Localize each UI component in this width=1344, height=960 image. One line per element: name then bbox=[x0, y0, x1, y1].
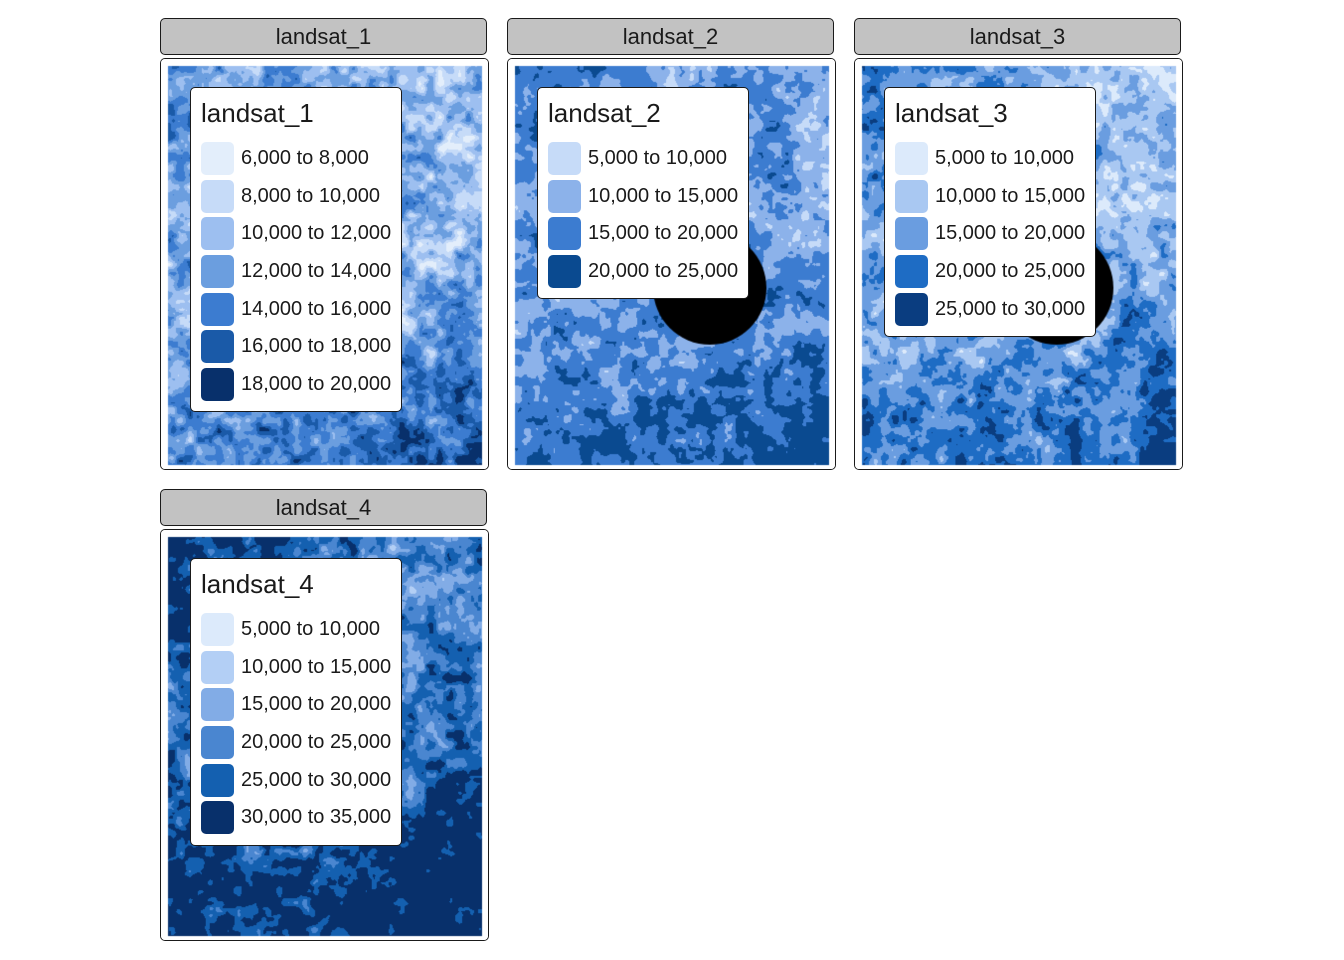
legend-swatch bbox=[201, 142, 234, 176]
legend-swatch bbox=[201, 613, 234, 647]
facet-strip-title: landsat_3 bbox=[854, 18, 1181, 55]
legend-label: 5,000 to 10,000 bbox=[935, 147, 1075, 170]
map-legend: landsat_2 5,000 to 10,000 10,000 to 15,00… bbox=[537, 87, 750, 300]
legend-label: 15,000 to 20,000 bbox=[588, 222, 739, 245]
legend-swatch bbox=[548, 255, 581, 289]
legend-item: 10,000 to 12,000 bbox=[201, 215, 391, 253]
legend-label: 15,000 to 20,000 bbox=[241, 693, 392, 716]
legend-title: landsat_4 bbox=[201, 569, 314, 599]
legend-item: 18,000 to 20,000 bbox=[201, 366, 391, 404]
legend-swatch bbox=[895, 142, 928, 176]
legend-label: 5,000 to 10,000 bbox=[588, 147, 728, 170]
facet-panel-landsat-4: landsat_4 landsat_4 5,000 to 10,000 10,00… bbox=[160, 489, 489, 942]
map-frame: landsat_3 5,000 to 10,000 10,000 to 15,00… bbox=[854, 58, 1183, 470]
legend-label: 8,000 to 10,000 bbox=[241, 184, 381, 207]
legend-item: 15,000 to 20,000 bbox=[895, 215, 1085, 253]
legend-swatch bbox=[895, 292, 928, 326]
legend-item: 14,000 to 16,000 bbox=[201, 290, 391, 328]
legend-item: 6,000 to 8,000 bbox=[201, 140, 391, 178]
legend-item: 10,000 to 15,000 bbox=[895, 178, 1085, 216]
legend-label: 20,000 to 25,000 bbox=[588, 260, 739, 283]
legend-items: 5,000 to 10,000 10,000 to 15,000 15,000 to… bbox=[201, 611, 391, 837]
legend-label: 6,000 to 8,000 bbox=[241, 147, 369, 170]
legend-item: 20,000 to 25,000 bbox=[548, 253, 738, 291]
map-frame: landsat_1 6,000 to 8,000 8,000 to 10,000 1… bbox=[160, 58, 489, 470]
legend-item: 30,000 to 35,000 bbox=[201, 799, 391, 837]
legend-label: 30,000 to 35,000 bbox=[241, 806, 392, 829]
legend-label: 10,000 to 15,000 bbox=[241, 655, 392, 678]
legend-item: 5,000 to 10,000 bbox=[548, 140, 738, 178]
legend-item: 12,000 to 14,000 bbox=[201, 253, 391, 291]
map-legend: landsat_4 5,000 to 10,000 10,000 to 15,00… bbox=[190, 558, 403, 846]
legend-title: landsat_3 bbox=[895, 98, 1008, 128]
legend-swatch bbox=[201, 217, 234, 251]
legend-swatch bbox=[201, 367, 234, 401]
map-frame: landsat_2 5,000 to 10,000 10,000 to 15,00… bbox=[507, 58, 836, 470]
legend-label: 20,000 to 25,000 bbox=[935, 260, 1086, 283]
legend-items: 5,000 to 10,000 10,000 to 15,000 15,000 to… bbox=[548, 140, 738, 290]
legend-label: 10,000 to 15,000 bbox=[588, 184, 739, 207]
facet-strip-title: landsat_2 bbox=[507, 18, 834, 55]
legend-item: 20,000 to 25,000 bbox=[201, 724, 391, 762]
facet-strip-title: landsat_1 bbox=[160, 18, 487, 55]
map-frame: landsat_4 5,000 to 10,000 10,000 to 15,00… bbox=[160, 529, 489, 941]
legend-swatch bbox=[895, 179, 928, 213]
legend-label: 25,000 to 30,000 bbox=[935, 297, 1086, 320]
legend-items: 5,000 to 10,000 10,000 to 15,000 15,000 to… bbox=[895, 140, 1085, 328]
legend-swatch bbox=[201, 179, 234, 213]
legend-label: 16,000 to 18,000 bbox=[241, 335, 392, 358]
legend-label: 10,000 to 15,000 bbox=[935, 184, 1086, 207]
legend-swatch bbox=[201, 726, 234, 760]
legend-swatch bbox=[895, 217, 928, 251]
legend-label: 5,000 to 10,000 bbox=[241, 618, 381, 641]
legend-swatch bbox=[201, 330, 234, 364]
facet-panel-landsat-1: landsat_1 landsat_1 6,000 to 8,000 8,000 … bbox=[160, 18, 489, 471]
legend-label: 18,000 to 20,000 bbox=[241, 372, 392, 395]
facet-strip-title: landsat_4 bbox=[160, 489, 487, 526]
legend-swatch bbox=[201, 292, 234, 326]
legend-item: 25,000 to 30,000 bbox=[895, 290, 1085, 328]
facet-panel-landsat-3: landsat_3 landsat_3 5,000 to 10,000 10,00… bbox=[854, 18, 1183, 471]
legend-item: 8,000 to 10,000 bbox=[201, 178, 391, 216]
legend-swatch bbox=[201, 255, 234, 289]
map-legend: landsat_3 5,000 to 10,000 10,000 to 15,00… bbox=[884, 87, 1097, 337]
legend-label: 25,000 to 30,000 bbox=[241, 768, 392, 791]
legend-items: 6,000 to 8,000 8,000 to 10,000 10,000 to 1… bbox=[201, 140, 391, 403]
legend-item: 15,000 to 20,000 bbox=[201, 686, 391, 724]
legend-swatch bbox=[548, 142, 581, 176]
legend-item: 5,000 to 10,000 bbox=[201, 611, 391, 649]
legend-item: 25,000 to 30,000 bbox=[201, 761, 391, 799]
legend-swatch bbox=[548, 217, 581, 251]
legend-label: 20,000 to 25,000 bbox=[241, 731, 392, 754]
facet-panel-landsat-2: landsat_2 landsat_2 5,000 to 10,000 10,00… bbox=[507, 18, 836, 471]
legend-swatch bbox=[201, 801, 234, 835]
legend-swatch bbox=[201, 763, 234, 797]
legend-swatch bbox=[201, 650, 234, 684]
legend-item: 10,000 to 15,000 bbox=[201, 649, 391, 687]
legend-label: 12,000 to 14,000 bbox=[241, 260, 392, 283]
map-legend: landsat_1 6,000 to 8,000 8,000 to 10,000 1… bbox=[190, 87, 403, 413]
legend-title: landsat_1 bbox=[201, 98, 314, 128]
legend-item: 16,000 to 18,000 bbox=[201, 328, 391, 366]
legend-item: 20,000 to 25,000 bbox=[895, 253, 1085, 291]
legend-swatch bbox=[548, 179, 581, 213]
legend-label: 10,000 to 12,000 bbox=[241, 222, 392, 245]
legend-item: 15,000 to 20,000 bbox=[548, 215, 738, 253]
legend-swatch bbox=[201, 688, 234, 722]
legend-item: 5,000 to 10,000 bbox=[895, 140, 1085, 178]
legend-item: 10,000 to 15,000 bbox=[548, 178, 738, 216]
legend-title: landsat_2 bbox=[548, 98, 661, 128]
legend-label: 15,000 to 20,000 bbox=[935, 222, 1086, 245]
legend-label: 14,000 to 16,000 bbox=[241, 297, 392, 320]
legend-swatch bbox=[895, 255, 928, 289]
